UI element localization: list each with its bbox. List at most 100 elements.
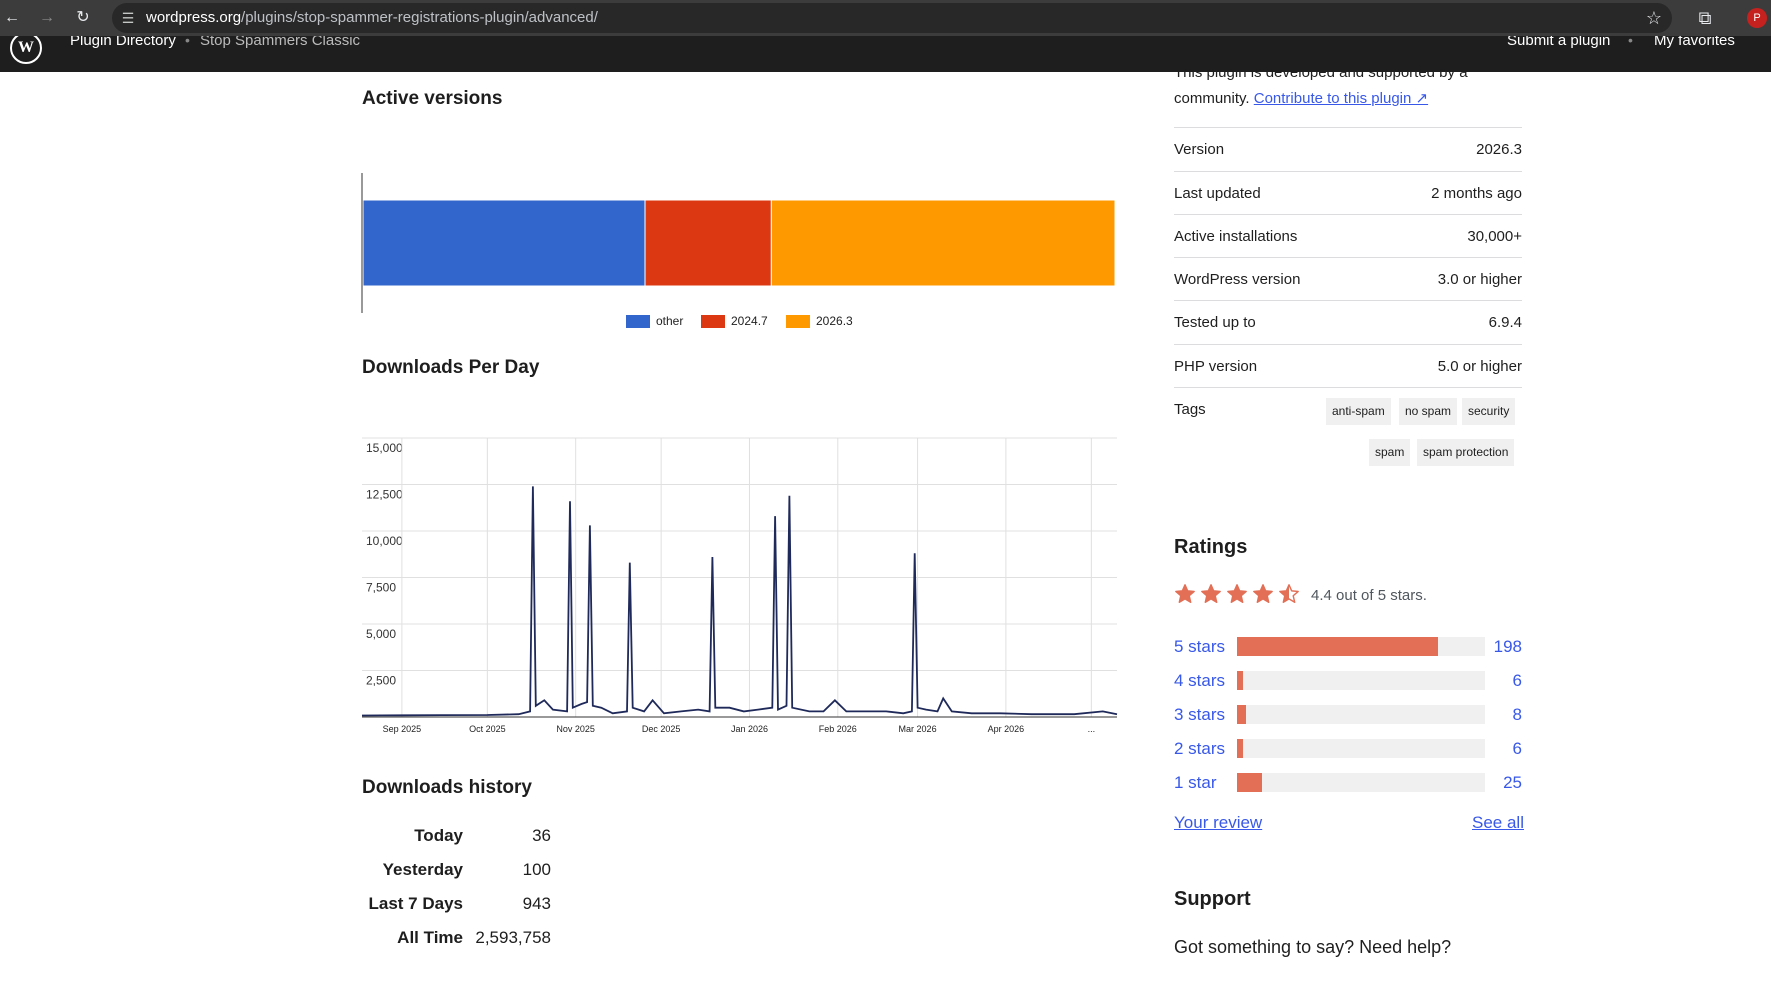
version-bar-segment [644,199,772,287]
rating-bar-fill [1237,637,1438,656]
extensions-icon[interactable]: ⧉ [1698,8,1712,28]
meta-value: 3.0 or higher [1437,271,1522,288]
reload-icon[interactable]: ↻ [76,9,90,26]
tag-link[interactable]: no spam [1399,398,1458,425]
rating-3-stars-link[interactable]: 3 stars [1174,705,1226,724]
your-review-link[interactable]: Your review [1174,813,1263,832]
tag-link[interactable]: anti-spam [1326,398,1391,425]
legend-swatch [786,314,810,328]
submit-plugin-link[interactable]: Submit a plugin [1507,36,1611,49]
meta-row-version: Version 2026.3 [1174,127,1522,171]
history-value: 2,593,758 [475,928,551,947]
meta-row-last-updated: Last updated 2 months ago [1174,171,1522,215]
star-filled-icon [1253,584,1273,603]
tag-link[interactable]: spam protection [1417,439,1515,466]
url-host: wordpress.org [146,9,242,26]
rating-bar-2[interactable] [1237,739,1485,758]
x-tick-label: Apr 2026 [988,724,1025,734]
meta-key: Active installations [1174,228,1298,245]
wordpress-logo-icon[interactable]: W [10,36,42,64]
meta-key: Tags [1174,401,1206,418]
rating-bar-fill [1237,773,1262,792]
x-tick-label: ... [1088,724,1096,734]
x-tick-label: Feb 2026 [819,724,857,734]
rating-count[interactable]: 8 [1512,705,1522,724]
star-filled-icon [1175,584,1195,603]
profile-avatar[interactable]: P [1747,8,1767,28]
legend-item: 2026.3 [786,314,853,328]
tag-link[interactable]: spam [1369,439,1411,466]
y-tick-label: 5,000 [366,627,396,641]
meta-key: WordPress version [1174,271,1301,288]
bookmark-star-icon[interactable]: ☆ [1645,8,1663,28]
y-tick-label: 12,500 [366,488,403,502]
x-tick-label: Dec 2025 [642,724,681,734]
active-versions-heading: Active versions [362,88,503,109]
legend-item: 2024.7 [701,314,768,328]
rating-bar-fill [1237,671,1244,690]
contribute-link[interactable]: Contribute to this plugin ↗ [1253,90,1429,107]
legend-swatch [626,314,650,328]
x-tick-label: Jan 2026 [731,724,768,734]
rating-count[interactable]: 6 [1512,739,1522,758]
rating-bar-1[interactable] [1237,773,1485,792]
history-label: Last 7 Days [368,894,464,913]
rating-5-stars-link[interactable]: 5 stars [1174,637,1226,656]
meta-key: Last updated [1174,185,1261,202]
address-bar[interactable] [112,3,1672,33]
meta-value: 2 months ago [1431,185,1522,202]
plugin-name-crumb[interactable]: Stop Spammers Classic [200,36,361,49]
downloads-history-heading: Downloads history [362,777,532,798]
history-value: 36 [532,826,551,845]
history-label: Today [414,826,463,845]
rating-2-stars-link[interactable]: 2 stars [1174,739,1226,758]
rating-count[interactable]: 6 [1512,671,1522,690]
meta-row-tags: Tags [1174,387,1522,478]
meta-row-php-version: PHP version 5.0 or higher [1174,344,1522,388]
tag-link[interactable]: security [1462,398,1516,425]
star-half-icon [1279,584,1299,603]
plugin-directory-link[interactable]: Plugin Directory [70,36,176,49]
support-heading: Support [1174,888,1251,910]
back-arrow-icon[interactable]: ← [4,9,20,26]
rating-count[interactable]: 198 [1493,637,1522,656]
history-value: 943 [522,894,551,913]
meta-row-wordpress-version: WordPress version 3.0 or higher [1174,257,1522,301]
legend-item: other [626,314,683,328]
table-row: All Time 2,593,758 [352,921,551,955]
y-tick-label: 15,000 [366,441,403,455]
rating-bar-fill [1237,739,1244,758]
active-versions-chart [361,173,1116,313]
downloads-series-line [362,486,1118,717]
history-label: Yesterday [382,860,463,879]
rating-4-stars-link[interactable]: 4 stars [1174,671,1226,690]
url-text[interactable]: wordpress.org/plugins/stop-spammer-regis… [146,9,598,26]
meta-value: 30,000+ [1467,228,1522,245]
plugin-intro: This plugin is developed and supported b… [1174,60,1522,112]
meta-value: 2026.3 [1476,141,1522,158]
y-tick-label: 7,500 [366,581,396,595]
history-label: All Time [397,928,463,947]
rating-bar-5[interactable] [1237,637,1485,656]
intro-text: This plugin is developed and supported b… [1174,64,1468,107]
forward-arrow-icon[interactable]: → [39,9,55,26]
meta-key: PHP version [1174,358,1258,375]
rating-1-star-link[interactable]: 1 star [1174,773,1217,792]
legend-label: 2024.7 [731,314,768,328]
legend-label: other [656,314,684,328]
meta-value: 6.9.4 [1488,314,1522,331]
version-bar-segment [770,199,1116,287]
history-value: 100 [522,860,551,879]
rating-bar-4[interactable] [1237,671,1485,690]
my-favorites-link[interactable]: My favorites [1654,36,1735,49]
meta-key: Version [1174,141,1225,158]
star-filled-icon [1201,584,1221,603]
rating-bar-3[interactable] [1237,705,1485,724]
table-row: Yesterday 100 [352,853,551,887]
rating-count[interactable]: 25 [1503,773,1522,792]
site-info-icon[interactable]: ☰ [121,10,135,26]
see-all-reviews-link[interactable]: See all [1472,813,1524,832]
browser-toolbar: ← → ↻ ☰ wordpress.org/plugins/stop-spamm… [0,0,1771,36]
meta-row-active-installations: Active installations 30,000+ [1174,214,1522,258]
x-tick-label: Sep 2025 [383,724,422,734]
